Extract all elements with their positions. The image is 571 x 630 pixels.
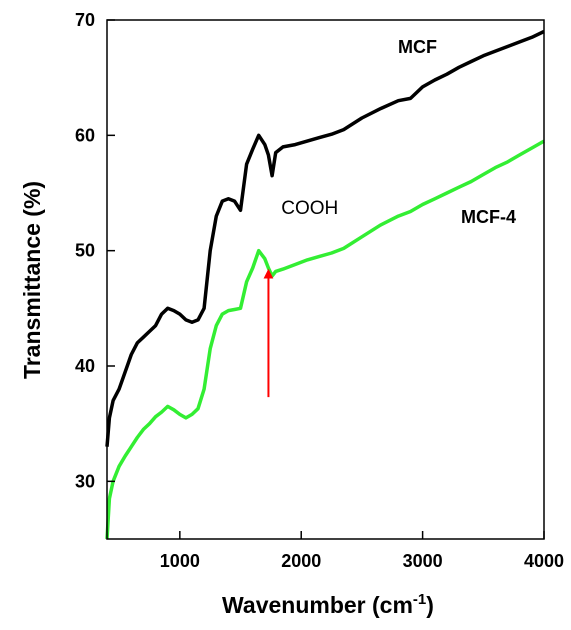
x-tick-label: 1000 [160,551,200,571]
plot-frame [106,19,545,540]
annotation-cooh: COOH [281,198,338,219]
x-axis-title: Wavenumber (cm-1) [222,591,434,618]
y-tick-label: 40 [75,356,95,376]
y-tick-label: 30 [75,471,95,491]
x-axis-title-close: ) [426,592,434,618]
series-line-mcf-4 [105,139,545,540]
y-tick-label: 50 [75,241,95,261]
y-axis: 30 40 50 60 70 [75,10,115,491]
series-line-mcf [105,29,545,447]
series-label-mcf: MCF [398,37,437,57]
x-axis-title-superscript: -1 [413,591,426,608]
y-tick-label: 60 [75,125,95,145]
x-tick-label: 2000 [281,551,321,571]
y-tick-label: 70 [75,10,95,30]
x-tick-label: 3000 [403,551,443,571]
y-axis-title: Transmittance (%) [19,181,45,379]
plot-area [105,29,545,540]
x-tick-label: 4000 [524,551,564,571]
x-axis-title-main: Wavenumber (cm [222,592,413,618]
series-label-mcf-4: MCF-4 [461,207,516,227]
x-axis: 1000 2000 3000 4000 [160,531,564,571]
